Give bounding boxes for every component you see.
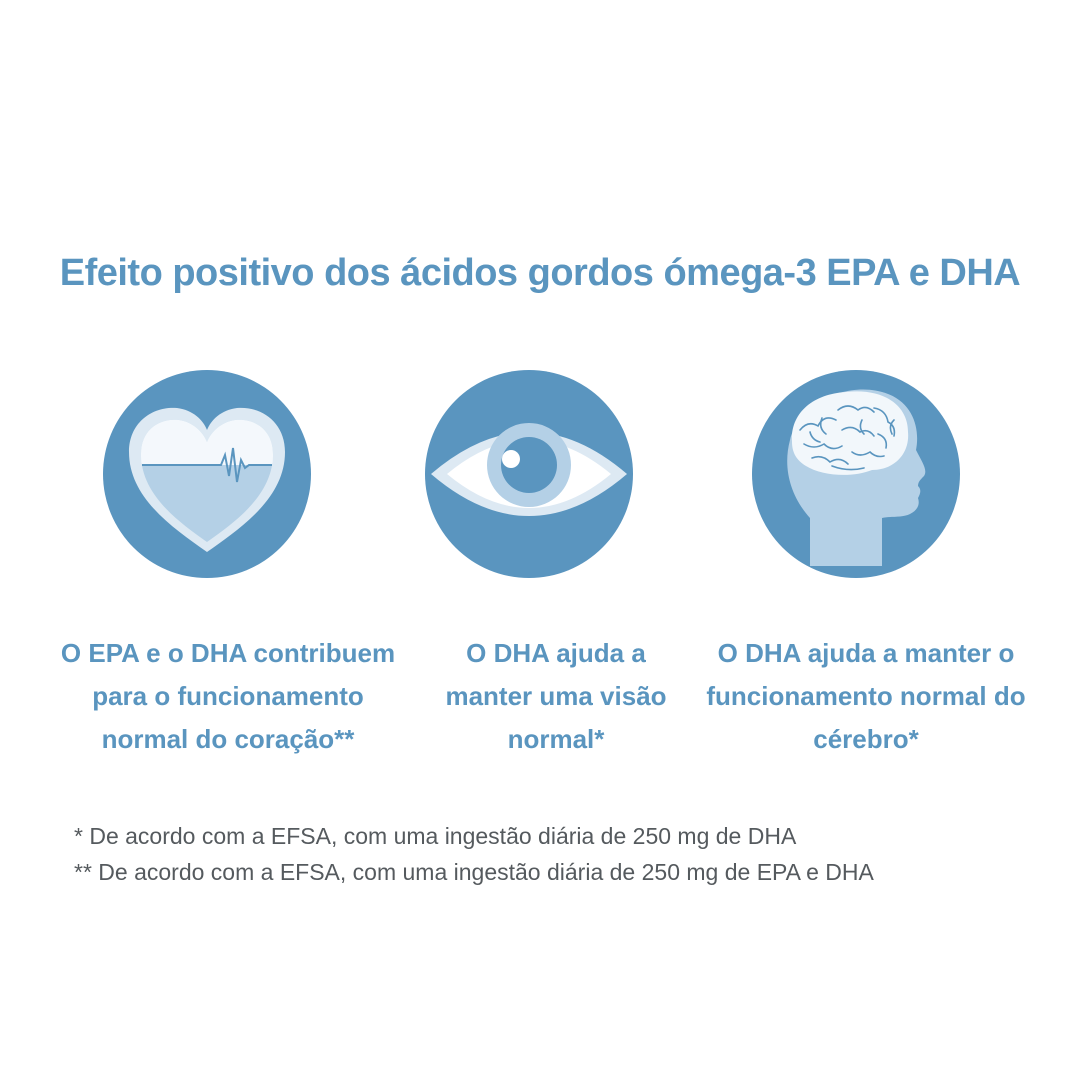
footnotes: * De acordo com a EFSA, com uma ingestão… — [74, 818, 874, 890]
caption-line: normal do coração** — [101, 724, 355, 754]
caption-line: normal* — [507, 724, 605, 754]
caption-line: O DHA ajuda a manter o — [717, 638, 1015, 668]
footnote-dha: * De acordo com a EFSA, com uma ingestão… — [74, 823, 797, 849]
caption-line: cérebro* — [813, 724, 919, 754]
benefit-caption-eye: O DHA ajuda a manter uma visão normal* — [420, 632, 692, 761]
benefit-caption-brain: O DHA ajuda a manter o funcionamento nor… — [700, 632, 1032, 761]
caption-line: manter uma visão — [445, 681, 667, 711]
page-title: Efeito positivo dos ácidos gordos ómega-… — [59, 252, 1021, 294]
caption-line: O EPA e o DHA contribuem — [60, 638, 396, 668]
caption-line: O DHA ajuda a — [466, 638, 646, 668]
brain-head-icon — [752, 370, 960, 578]
caption-line: para o funcionamento — [92, 681, 364, 711]
heart-icon — [103, 370, 311, 578]
eye-icon — [425, 370, 633, 578]
footnote-epa-dha: ** De acordo com a EFSA, com uma ingestã… — [74, 859, 874, 885]
benefit-caption-heart: O EPA e o DHA contribuem para o funciona… — [58, 632, 398, 761]
caption-line: funcionamento normal do — [706, 681, 1026, 711]
